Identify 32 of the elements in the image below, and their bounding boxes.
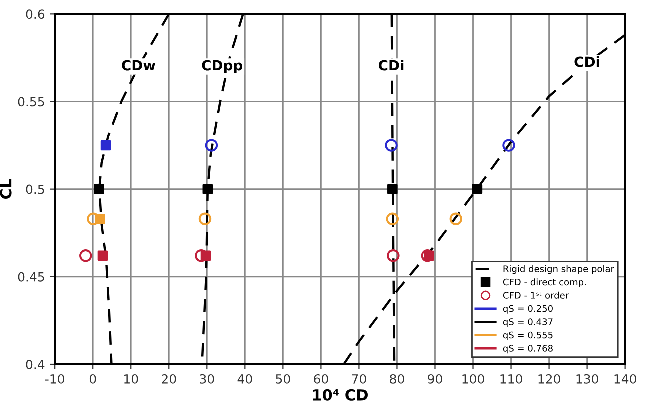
x-tick-label: 100 [462, 374, 484, 384]
x-tick-label: -10 [45, 374, 64, 384]
x-tick-label: 80 [390, 374, 404, 384]
x-tick-label: 140 [614, 374, 636, 384]
legend-label: Rigid design shape polar [504, 265, 614, 274]
x-tick-label: 0 [90, 374, 96, 384]
x-tick-label: 40 [238, 374, 252, 384]
y-axis-title: CL [0, 179, 12, 200]
legend-label: CFD - 1ˢᵗ order [503, 292, 570, 299]
x-tick-label: 130 [576, 374, 598, 384]
y-tick-label: 0.55 [18, 97, 44, 107]
legend-label: CFD - direct comp. [503, 278, 586, 288]
x-tick-label: 30 [200, 374, 214, 384]
y-tick-label: 0.4 [26, 360, 45, 370]
x-axis-title: 10⁴ CD [313, 389, 368, 401]
x-tick-label: 20 [162, 374, 176, 384]
legend-label: qS = 0.768 [503, 345, 553, 354]
x-tick-label: 120 [538, 374, 560, 384]
legend-label: qS = 0.250 [503, 305, 553, 314]
x-tick-label: 90 [428, 374, 442, 384]
x-tick-label: 60 [314, 374, 328, 384]
y-tick-label: 0.5 [26, 184, 44, 194]
y-tick-label: 0.6 [26, 10, 45, 20]
x-tick-label: 50 [276, 374, 290, 384]
x-tick-label: 70 [352, 374, 366, 384]
x-tick-label: 110 [500, 374, 522, 384]
annotation: CDpp [202, 60, 243, 74]
x-tick-label: 10 [124, 374, 138, 384]
annotation: CDi [378, 60, 404, 71]
y-tick-label: 0.45 [18, 272, 44, 282]
legend-label: qS = 0.555 [503, 332, 553, 340]
legend-label: qS = 0.437 [503, 318, 553, 328]
